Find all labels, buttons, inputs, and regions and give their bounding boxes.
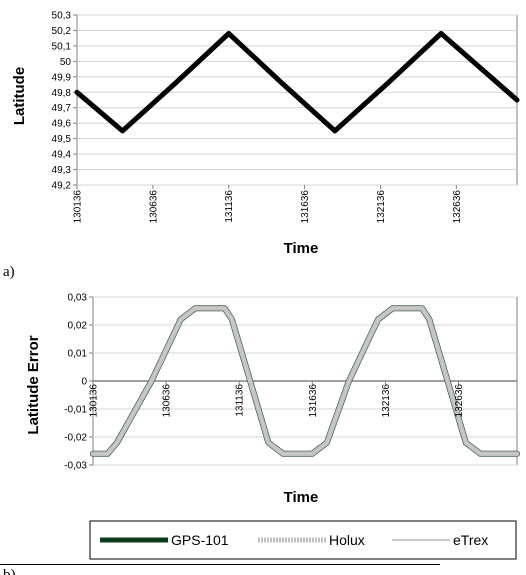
chart-b-gridlines [93,296,517,466]
x-tick-label: 131136 [235,384,246,417]
chart-b-series [90,305,520,457]
chart-a-y-ticks: 49,2 49,3 49,4 49,5 49,6 49,7 49,8 49,9 50 50,1 50… [52,11,77,192]
y-tick-label: 0 [81,377,87,388]
y-tick-label: 0,03 [68,293,88,304]
y-tick-label: 49,4 [52,150,72,161]
panel-label-a: a) [3,264,15,280]
chart-b-x-axis-title: Time [284,489,319,506]
y-tick-label: 49,2 [52,181,72,192]
y-tick-label: 49,9 [52,72,72,83]
y-tick-label: 0,01 [68,349,88,360]
x-tick-label: 131636 [300,190,311,224]
chart-a-x-axis-title: Time [284,240,319,257]
x-tick-label: 132636 [452,190,463,224]
panel-label-b: b) [3,567,16,575]
y-tick-label: 50,1 [52,41,72,52]
x-tick-label: 130136 [73,190,84,224]
chart-a-series [74,31,520,134]
legend-label-gps-101: GPS-101 [171,532,229,548]
y-tick-label: 50,2 [52,26,72,37]
y-tick-label: 50,3 [52,11,72,22]
x-tick-label: 130636 [148,190,159,224]
y-tick-label: 50 [60,57,72,68]
x-tick-label: 132136 [381,384,392,418]
x-tick-label: 131136 [224,190,235,223]
legend-label-etrex: eTrex [453,532,488,548]
series-line [74,31,520,134]
y-tick-label: 49,7 [52,103,72,114]
chart-b-y-axis-title: Latitude Error [25,335,42,434]
x-tick-label: 132136 [376,190,387,224]
x-tick-label: 130636 [162,384,173,418]
legend-label-holux: Holux [329,532,365,548]
y-tick-label: -0,02 [64,433,87,444]
y-tick-label: 49,3 [52,165,72,176]
chart-b: -0,03 -0,02 -0,01 0 0,01 0,02 0,03 130136 13063… [0,293,520,575]
chart-a: 49,2 49,3 49,4 49,5 49,6 49,7 49,8 49,9 50 50,1 50… [3,11,520,280]
x-tick-label: 132636 [454,384,465,418]
chart-a-gridlines [77,14,517,186]
chart-b-x-ticks: 130136 130636 131136 131636 132136 132636 [89,381,465,418]
y-tick-label: 0,02 [68,321,88,332]
x-tick-label: 130136 [89,384,100,418]
chart-b-legend: GPS-101 Holux eTrex [89,520,517,560]
y-tick-label: 49,6 [52,119,72,130]
y-tick-label: -0,01 [64,405,87,416]
y-tick-label: 49,5 [52,134,72,145]
x-tick-label: 131636 [308,384,319,418]
y-tick-label: 49,8 [52,88,72,99]
chart-a-x-ticks: 130136 130636 131136 131636 132136 132636 [73,185,463,223]
chart-a-y-axis-title: Latitude [11,67,28,125]
series-line-etrex [92,307,518,455]
chart-b-y-ticks: -0,03 -0,02 -0,01 0 0,01 0,02 0,03 [64,293,93,472]
y-tick-label: -0,03 [64,461,87,472]
